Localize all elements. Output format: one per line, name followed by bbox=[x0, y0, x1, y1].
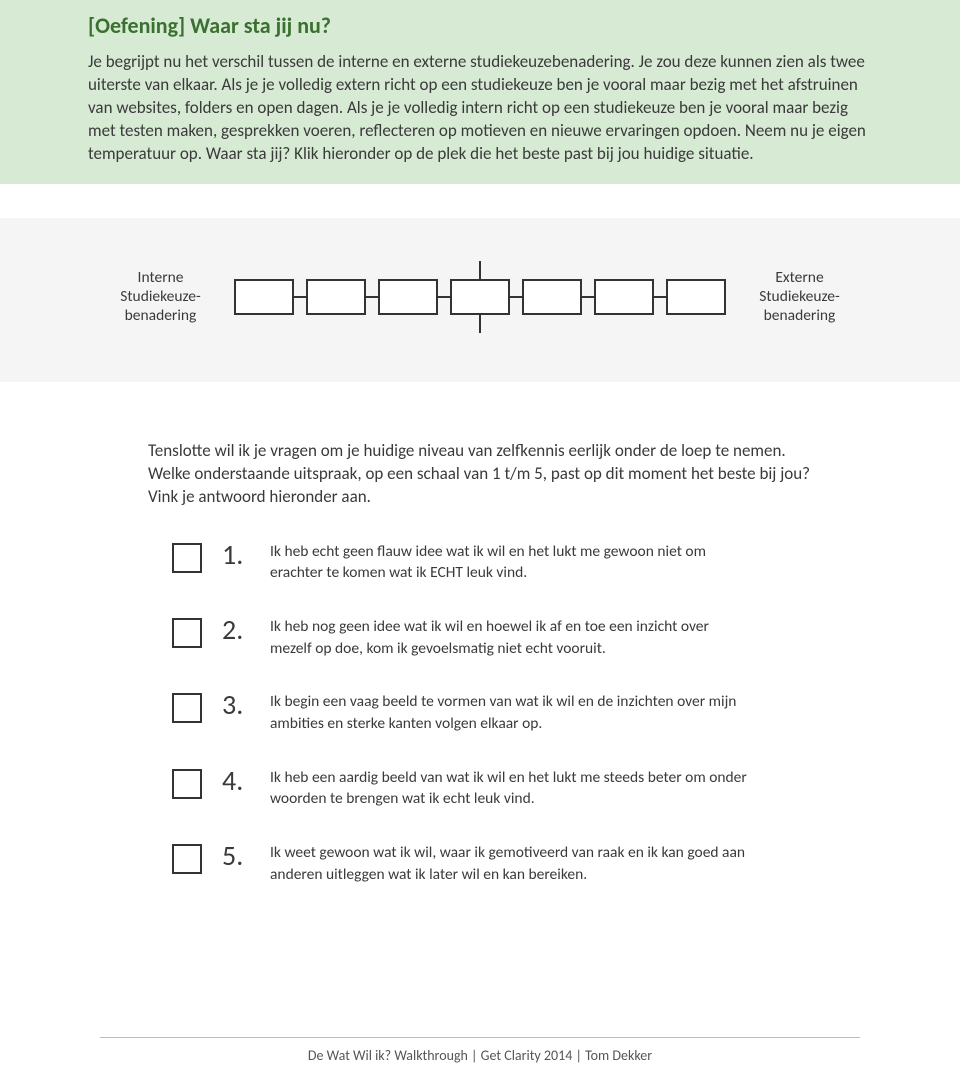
option-text-3: Ik begin een vaag beeld te vormen van wa… bbox=[270, 689, 750, 734]
scale-section: Interne Studiekeuze- benadering Externe … bbox=[0, 218, 960, 382]
footer-text: De Wat Wil ik? Walkthrough | Get Clarity… bbox=[0, 1047, 960, 1064]
intro-paragraph: Je begrijpt nu het verschil tussen de in… bbox=[88, 51, 872, 166]
footer-rule bbox=[100, 1037, 860, 1038]
scale-label-right: Externe Studiekeuze- benadering bbox=[742, 268, 857, 326]
option-number-3: 3. bbox=[222, 691, 250, 719]
option-checkbox-3[interactable] bbox=[172, 693, 202, 723]
scale-label-right-l1: Externe bbox=[775, 268, 823, 287]
scale-track bbox=[228, 279, 732, 315]
option-checkbox-2[interactable] bbox=[172, 618, 202, 648]
header-band: [Oefening] Waar sta jij nu? Je begrijpt … bbox=[0, 0, 960, 184]
scale-label-left-l1: Interne bbox=[138, 268, 184, 287]
options-list: 1. Ik heb echt geen flauw idee wat ik wi… bbox=[0, 509, 960, 886]
scale-wrap: Interne Studiekeuze- benadering Externe … bbox=[0, 268, 960, 326]
scale-box-1[interactable] bbox=[234, 279, 294, 315]
scale-box-4[interactable] bbox=[450, 279, 510, 315]
option-number-1: 1. bbox=[222, 541, 250, 569]
option-row-5: 5. Ik weet gewoon wat ik wil, waar ik ge… bbox=[172, 840, 840, 885]
option-row-2: 2. Ik heb nog geen idee wat ik wil en ho… bbox=[172, 614, 840, 659]
page-title: [Oefening] Waar sta jij nu? bbox=[88, 12, 872, 39]
scale-box-7[interactable] bbox=[666, 279, 726, 315]
scale-label-right-l2: Studiekeuze- bbox=[759, 287, 840, 306]
scale-label-right-l3: benadering bbox=[764, 306, 836, 325]
option-number-4: 4. bbox=[222, 767, 250, 795]
option-checkbox-5[interactable] bbox=[172, 844, 202, 874]
body-paragraph: Tenslotte wil ik je vragen om je huidige… bbox=[0, 382, 960, 509]
scale-label-left-l2: Studiekeuze- bbox=[120, 287, 201, 306]
option-row-1: 1. Ik heb echt geen flauw idee wat ik wi… bbox=[172, 539, 840, 584]
option-number-5: 5. bbox=[222, 842, 250, 870]
scale-box-2[interactable] bbox=[306, 279, 366, 315]
option-row-3: 3. Ik begin een vaag beeld te vormen van… bbox=[172, 689, 840, 734]
scale-label-left: Interne Studiekeuze- benadering bbox=[103, 268, 218, 326]
option-number-2: 2. bbox=[222, 616, 250, 644]
option-text-4: Ik heb een aardig beeld van wat ik wil e… bbox=[270, 765, 750, 810]
scale-box-5[interactable] bbox=[522, 279, 582, 315]
option-checkbox-1[interactable] bbox=[172, 543, 202, 573]
option-checkbox-4[interactable] bbox=[172, 769, 202, 799]
option-text-1: Ik heb echt geen flauw idee wat ik wil e… bbox=[270, 539, 750, 584]
scale-label-left-l3: benadering bbox=[125, 306, 197, 325]
option-text-2: Ik heb nog geen idee wat ik wil en hoewe… bbox=[270, 614, 750, 659]
option-row-4: 4. Ik heb een aardig beeld van wat ik wi… bbox=[172, 765, 840, 810]
option-text-5: Ik weet gewoon wat ik wil, waar ik gemot… bbox=[270, 840, 750, 885]
scale-box-3[interactable] bbox=[378, 279, 438, 315]
scale-box-6[interactable] bbox=[594, 279, 654, 315]
